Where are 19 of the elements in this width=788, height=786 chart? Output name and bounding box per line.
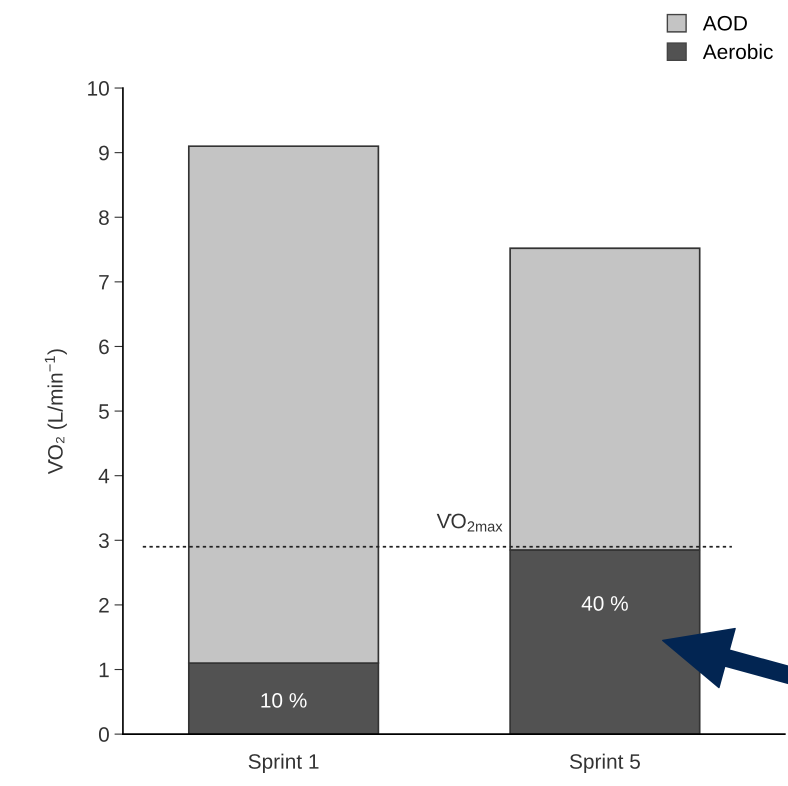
y-tick-label: 3 xyxy=(98,533,109,548)
y-tick-label: 0 xyxy=(98,727,109,742)
y-tick-label: 10 xyxy=(88,81,109,96)
y-tick-label: 8 xyxy=(99,210,109,226)
y-tick-label: 6 xyxy=(99,339,109,354)
y-tick-label: 5 xyxy=(98,404,109,419)
y-tick-label: 9 xyxy=(99,146,109,160)
y-tick-label: 4 xyxy=(98,468,110,484)
x-tick-label: Sprint 5 xyxy=(570,754,640,773)
y-tick-label: 7 xyxy=(99,275,109,290)
y-axis-title: V̇O₂ (L/min$^{−1}$) xyxy=(44,349,67,474)
annotation: 40 % xyxy=(582,596,628,611)
legend-label: AOD xyxy=(702,16,747,31)
y-tick-label: 1 xyxy=(100,662,109,678)
ref-line-label: V̇O$_{2max}$ xyxy=(436,514,502,532)
annotation: 10 % xyxy=(261,692,307,708)
y-tick-label: 2 xyxy=(99,598,109,612)
legend-label: Aerobic xyxy=(702,44,773,60)
x-tick-label: Sprint 1 xyxy=(248,754,318,773)
